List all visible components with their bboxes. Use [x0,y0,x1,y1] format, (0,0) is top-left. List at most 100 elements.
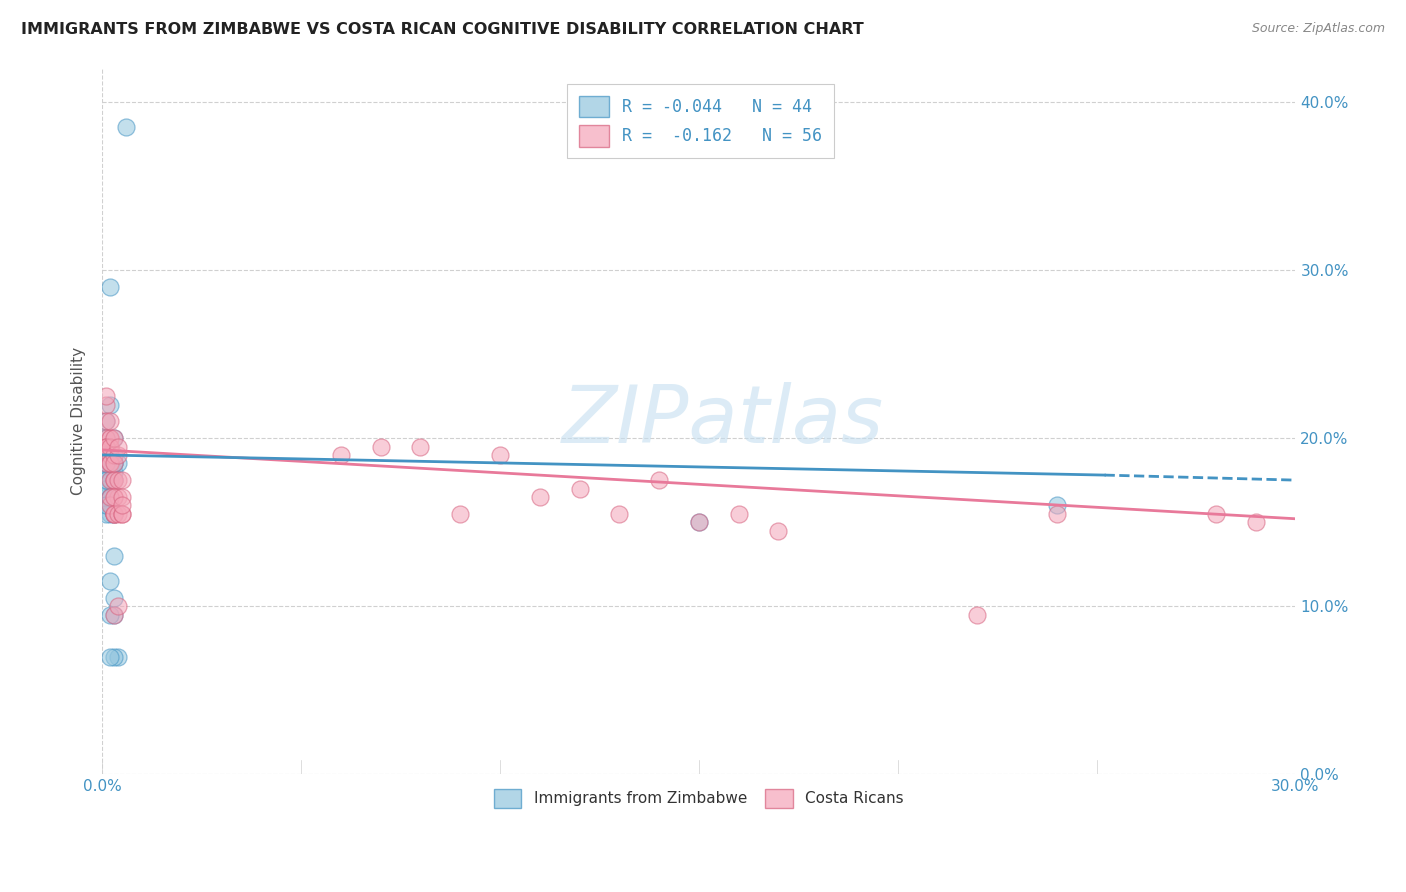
Point [103,490,125,504]
Point [529,490,551,504]
Point [98,397,121,411]
Point [103,456,125,470]
Text: ZIPatlas: ZIPatlas [561,383,884,460]
Point [98,490,121,504]
Point [96,456,118,470]
Point [107,448,129,462]
Point [96,456,118,470]
Point [96,414,118,428]
Point [103,465,125,479]
Point [98,280,121,294]
Point [98,431,121,445]
Point [111,473,134,487]
Point [96,440,118,454]
Point [98,414,121,428]
Point [103,473,125,487]
Point [96,456,118,470]
Point [96,473,118,487]
Point [96,499,118,513]
Point [98,473,121,487]
Point [111,507,134,521]
Legend: Immigrants from Zimbabwe, Costa Ricans: Immigrants from Zimbabwe, Costa Ricans [486,781,911,816]
Point [98,456,121,470]
Point [103,649,125,664]
Point [103,456,125,470]
Point [489,448,512,462]
Point [98,448,121,462]
Point [1205,507,1227,521]
Point [103,448,125,462]
Point [98,490,121,504]
Point [688,515,710,529]
Point [103,591,125,605]
Point [98,456,121,470]
Point [103,473,125,487]
Point [96,448,118,462]
Point [107,456,129,470]
Point [111,490,134,504]
Point [115,120,138,135]
Point [96,465,118,479]
Point [107,649,129,664]
Point [98,499,121,513]
Point [409,440,432,454]
Point [607,507,630,521]
Point [103,507,125,521]
Point [98,440,121,454]
Point [96,499,118,513]
Point [1046,507,1069,521]
Point [103,507,125,521]
Y-axis label: Cognitive Disability: Cognitive Disability [72,347,86,495]
Point [96,490,118,504]
Point [98,456,121,470]
Point [98,473,121,487]
Point [98,507,121,521]
Point [329,448,352,462]
Point [98,574,121,588]
Point [98,490,121,504]
Point [768,524,790,538]
Point [103,507,125,521]
Point [107,599,129,614]
Point [103,507,125,521]
Point [111,499,134,513]
Point [98,473,121,487]
Point [568,482,591,496]
Point [98,649,121,664]
Point [96,440,118,454]
Point [98,607,121,622]
Point [103,549,125,563]
Point [1244,515,1267,529]
Point [966,607,988,622]
Point [96,507,118,521]
Point [103,490,125,504]
Point [98,499,121,513]
Point [107,507,129,521]
Point [103,431,125,445]
Point [648,473,671,487]
Text: IMMIGRANTS FROM ZIMBABWE VS COSTA RICAN COGNITIVE DISABILITY CORRELATION CHART: IMMIGRANTS FROM ZIMBABWE VS COSTA RICAN … [21,22,863,37]
Point [688,515,710,529]
Point [1046,499,1069,513]
Point [111,507,134,521]
Point [98,440,121,454]
Point [103,607,125,622]
Point [96,389,118,403]
Point [107,440,129,454]
Point [727,507,749,521]
Point [103,431,125,445]
Point [370,440,392,454]
Point [103,456,125,470]
Point [449,507,471,521]
Point [107,473,129,487]
Point [98,448,121,462]
Point [96,431,118,445]
Point [98,431,121,445]
Point [96,482,118,496]
Point [96,431,118,445]
Point [103,607,125,622]
Text: Source: ZipAtlas.com: Source: ZipAtlas.com [1251,22,1385,36]
Point [96,456,118,470]
Point [96,473,118,487]
Point [96,440,118,454]
